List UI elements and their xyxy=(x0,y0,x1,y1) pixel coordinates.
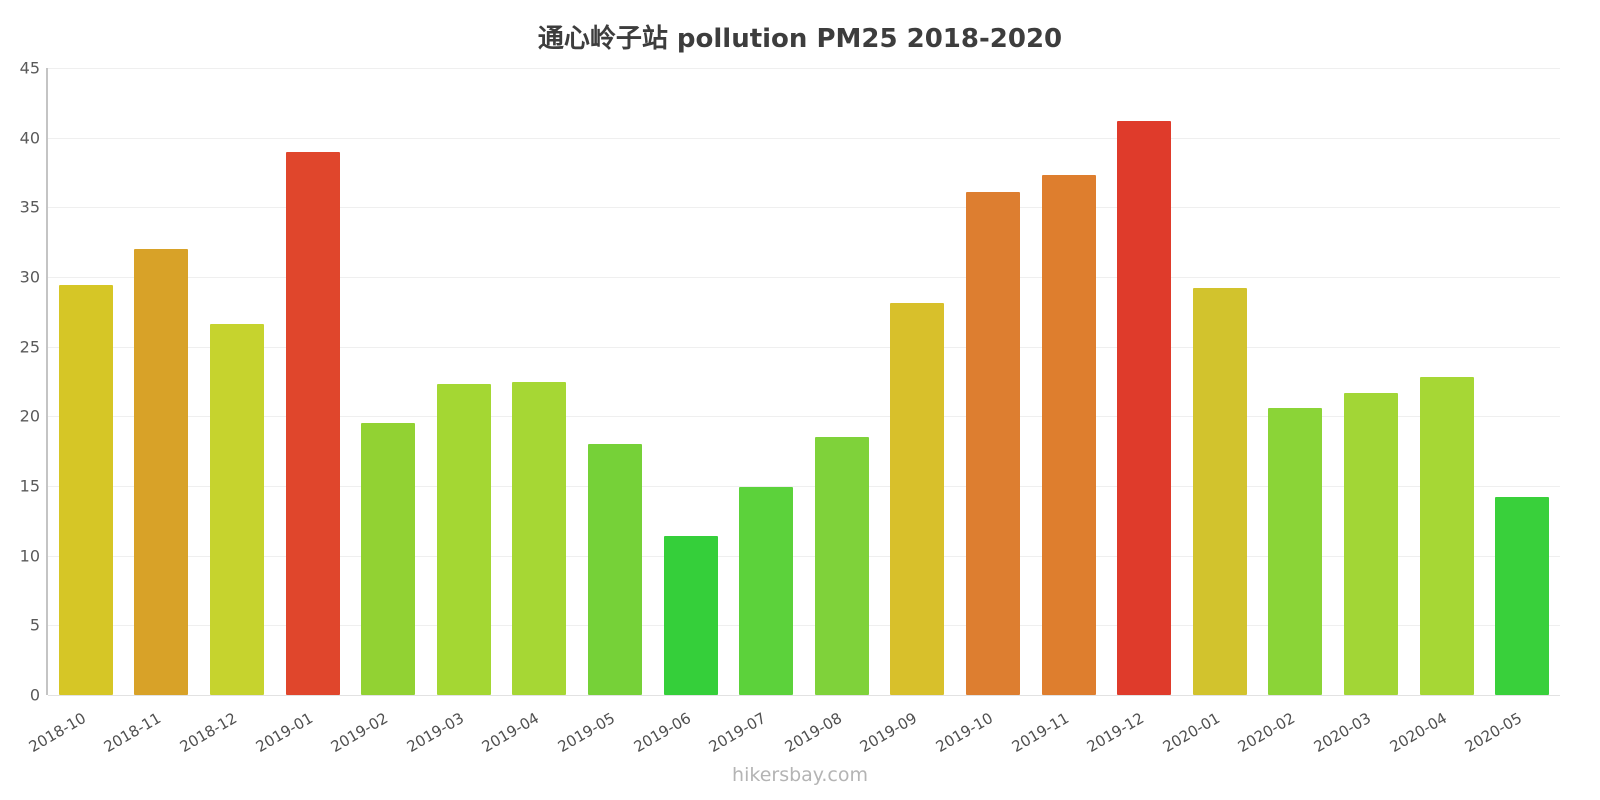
y-axis-tick-label: 40 xyxy=(19,128,40,148)
gridline xyxy=(48,68,1560,69)
y-axis-tick-label: 35 xyxy=(19,197,40,217)
bar-2019-11[interactable] xyxy=(1041,175,1096,695)
footer-watermark: hikersbay.com xyxy=(732,764,868,786)
bar-2018-10[interactable] xyxy=(58,285,113,695)
bar-2020-05[interactable] xyxy=(1495,497,1550,695)
bar-2019-02[interactable] xyxy=(361,423,416,695)
chart-title: 通心岭子站 pollution PM25 2018-2020 xyxy=(537,24,1063,54)
bar-2019-09[interactable] xyxy=(890,303,945,695)
bar-2019-07[interactable] xyxy=(739,487,794,695)
gridline xyxy=(48,486,1560,487)
y-axis-tick-label: 15 xyxy=(19,476,40,496)
y-axis-tick-label: 20 xyxy=(19,406,40,426)
gridline xyxy=(48,207,1560,209)
bar-2019-06[interactable] xyxy=(663,536,718,695)
bar-2018-12[interactable] xyxy=(210,324,264,695)
bar-2020-04[interactable] xyxy=(1419,377,1474,695)
bar-2020-02[interactable] xyxy=(1268,407,1323,695)
y-axis-tick-label: 30 xyxy=(19,267,40,287)
bar-2019-05[interactable] xyxy=(588,444,642,695)
bar-2019-12[interactable] xyxy=(1117,120,1172,695)
gridline xyxy=(48,555,1560,557)
gridline xyxy=(48,137,1560,139)
bar-2019-10[interactable] xyxy=(966,192,1020,695)
y-axis-tick-label: 0 xyxy=(29,685,40,705)
bar-2018-11[interactable] xyxy=(134,249,189,695)
gridline xyxy=(48,346,1560,348)
gridline xyxy=(48,416,1560,418)
bar-2019-04[interactable] xyxy=(512,381,567,695)
bar-2019-03[interactable] xyxy=(436,384,491,695)
bar-2019-08[interactable] xyxy=(814,437,869,695)
y-axis-tick-label: 10 xyxy=(19,546,40,566)
y-axis-tick-label: 5 xyxy=(29,615,40,635)
x-axis-line xyxy=(48,695,1560,696)
gridline xyxy=(48,277,1560,278)
y-axis-line xyxy=(46,68,48,695)
bar-2020-01[interactable] xyxy=(1192,288,1247,695)
bar-2019-01[interactable] xyxy=(285,151,340,695)
y-axis-tick-label: 25 xyxy=(19,337,40,357)
gridline xyxy=(48,625,1560,627)
y-axis-tick-label: 45 xyxy=(19,58,40,78)
bar-2020-03[interactable] xyxy=(1344,392,1398,695)
